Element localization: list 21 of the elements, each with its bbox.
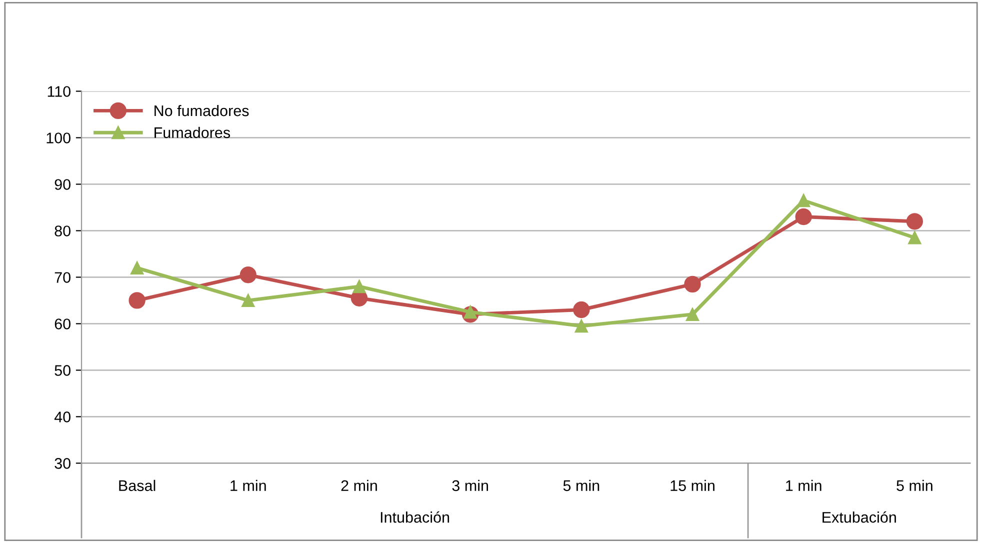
y-tick-label: 40 [54, 412, 70, 422]
legend-label: No fumadores [154, 104, 249, 116]
x-tick-label: 15 min [670, 480, 714, 492]
text: Intubación [380, 511, 450, 523]
x-tick-label: 1 min [786, 480, 822, 491]
x-tick-label: 2 min [341, 480, 377, 491]
x-tick-label: 3 min [452, 480, 488, 492]
legend-label: Fumadores [154, 126, 230, 138]
x-tick-label: Basal [119, 480, 156, 492]
y-tick-label: 30 [54, 458, 70, 469]
y-tick-label: 80 [54, 226, 70, 236]
text: Extubación [822, 511, 896, 523]
y-tick-label: 60 [54, 318, 70, 330]
y-tick-label: 70 [54, 272, 70, 283]
x-tick-label: 5 min [563, 480, 600, 492]
y-tick-label: 100 [46, 132, 70, 144]
y-tick-label: 50 [54, 365, 70, 376]
y-tick-label: 90 [54, 179, 70, 190]
x-tick-label: 5 min [896, 480, 932, 492]
x-tick-label: 1 min [230, 480, 266, 491]
y-tick-label: 110 [48, 86, 70, 97]
